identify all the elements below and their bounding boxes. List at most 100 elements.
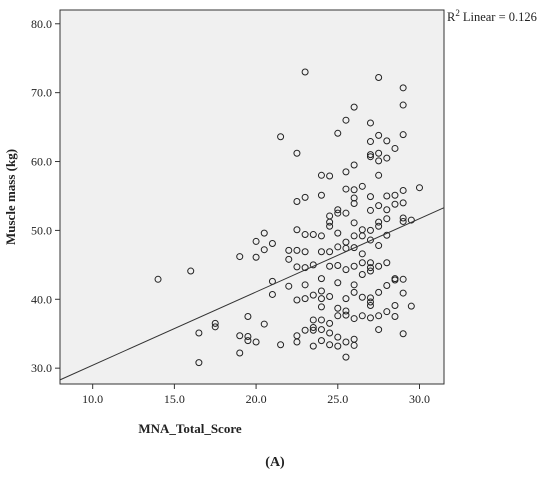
data-point	[252, 338, 260, 346]
data-point	[399, 217, 407, 225]
fit-line	[59, 207, 445, 381]
data-point	[383, 308, 391, 316]
data-point	[375, 326, 383, 334]
x-axis-title: MNA_Total_Score	[138, 421, 242, 436]
data-point	[317, 232, 325, 240]
data-point	[366, 294, 374, 302]
data-point	[342, 168, 350, 176]
data-point	[334, 333, 342, 341]
figure-caption: (A)	[265, 455, 285, 470]
data-point	[366, 193, 374, 201]
y-tick-label: 40.0	[31, 292, 52, 306]
x-tick-label: 10.0	[82, 392, 103, 406]
data-point	[366, 138, 374, 146]
data-point	[236, 332, 244, 340]
data-point	[366, 301, 374, 309]
data-point	[358, 312, 366, 320]
data-point	[350, 219, 358, 227]
data-point	[358, 182, 366, 190]
data-point	[309, 324, 317, 332]
x-tick-label: 20.0	[246, 392, 267, 406]
data-point	[366, 267, 374, 275]
data-point	[334, 279, 342, 287]
data-point	[375, 171, 383, 179]
data-point	[383, 282, 391, 290]
data-point	[375, 222, 383, 230]
data-point	[252, 237, 260, 245]
r-squared-annotation: R2 Linear = 0.126	[447, 8, 537, 24]
data-point	[350, 288, 358, 296]
data-point	[285, 282, 293, 290]
data-point	[285, 246, 293, 254]
data-point	[391, 200, 399, 208]
data-point	[366, 298, 374, 306]
data-point	[317, 191, 325, 199]
data-point	[293, 246, 301, 254]
data-point	[350, 200, 358, 208]
data-point	[301, 68, 309, 76]
r-squared-text: Linear = 0.126	[463, 10, 537, 24]
data-point	[350, 232, 358, 240]
data-point	[342, 338, 350, 346]
data-point	[334, 206, 342, 214]
data-point	[260, 229, 268, 237]
data-point	[342, 266, 350, 274]
x-tick-label: 15.0	[164, 392, 185, 406]
data-point	[375, 157, 383, 165]
y-axis: 30.0 40.0 50.0 60.0 70.0 80.0	[31, 17, 60, 375]
data-point	[326, 222, 334, 230]
data-point	[244, 332, 252, 340]
data-point	[211, 319, 219, 327]
data-point	[244, 313, 252, 321]
data-point	[375, 202, 383, 210]
data-points	[154, 68, 423, 367]
data-point	[350, 315, 358, 323]
data-point	[366, 226, 374, 234]
data-point	[334, 243, 342, 251]
data-point	[317, 171, 325, 179]
data-point	[399, 101, 407, 109]
data-point	[326, 341, 334, 349]
data-point	[415, 184, 423, 192]
data-point	[195, 359, 203, 367]
data-point	[260, 320, 268, 328]
data-point	[399, 330, 407, 338]
data-point	[391, 191, 399, 199]
x-tick-label: 25.0	[327, 392, 348, 406]
data-point	[399, 214, 407, 222]
y-tick-label: 60.0	[31, 155, 52, 169]
data-point	[391, 301, 399, 309]
data-point	[350, 186, 358, 194]
data-point	[317, 275, 325, 283]
data-point	[350, 103, 358, 111]
y-axis-title: Muscle mass (kg)	[3, 149, 18, 245]
data-point	[268, 290, 276, 298]
data-point	[334, 229, 342, 237]
data-point	[391, 276, 399, 284]
data-point	[301, 326, 309, 334]
data-point	[317, 337, 325, 345]
data-point	[301, 248, 309, 256]
data-point	[252, 253, 260, 261]
data-point	[375, 288, 383, 296]
r-squared-superscript: 2	[455, 8, 460, 18]
data-point	[383, 206, 391, 214]
data-point	[342, 185, 350, 193]
data-point	[309, 316, 317, 324]
data-point	[366, 236, 374, 244]
data-point	[301, 264, 309, 272]
data-point	[309, 231, 317, 239]
data-point	[358, 250, 366, 258]
data-point	[366, 314, 374, 322]
data-point	[383, 154, 391, 162]
data-point	[277, 133, 285, 141]
data-point	[334, 312, 342, 320]
data-point	[350, 262, 358, 270]
data-point	[187, 267, 195, 275]
data-point	[342, 209, 350, 217]
data-point	[358, 259, 366, 267]
data-point	[375, 131, 383, 139]
data-point	[383, 137, 391, 145]
data-point	[383, 259, 391, 267]
data-point	[383, 192, 391, 200]
